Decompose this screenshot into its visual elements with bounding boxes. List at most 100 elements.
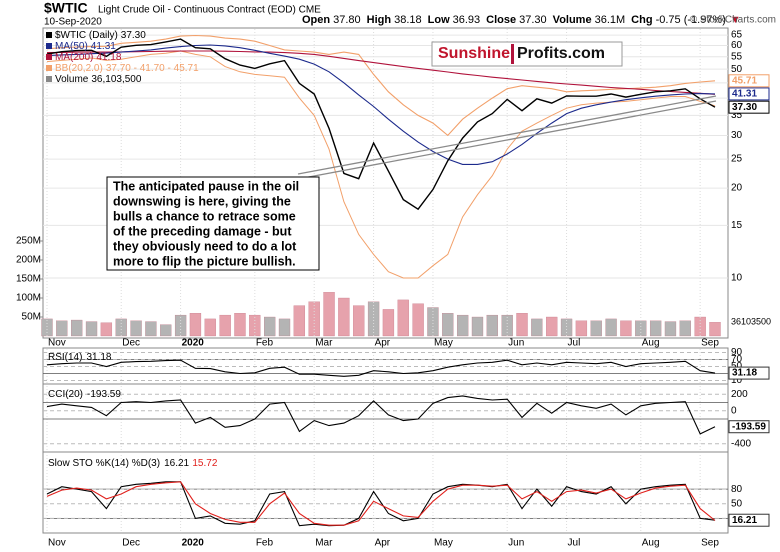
volume-bar [323,292,335,337]
y-tick-label: 20 [731,183,743,194]
panel-title: Slow STO %K(14) %D(3) [48,458,160,469]
quote-value: -0.75 (-1.97%) [656,14,726,26]
y-tick-label: 70 [731,354,743,365]
end-value-box [728,100,770,114]
y-tick-label: 65 [731,30,743,41]
legend-swatch [46,76,52,82]
y-tick-label: 30 [731,130,743,141]
price-frame [42,27,729,339]
legend-entry: $WTIC (Daily) 37.30 [55,30,146,41]
volume-bar [338,297,350,337]
annotation-line: downswing is here, giving the [113,194,291,208]
volume-bar [546,316,558,337]
x-tick-label: Nov [48,538,66,549]
volume-bar [620,320,632,337]
volume-bar [442,313,454,337]
x-tick-label: Jul [568,538,581,549]
volume-bar [41,318,53,337]
annotation-box [106,176,320,271]
y-tick-label: 10 [731,375,743,386]
legend-name: MA(50) [55,41,88,52]
y-tick-label: 50 [731,64,743,75]
legend-value: 36,103,500 [91,74,141,85]
end-value-box [728,74,770,88]
volume-bar [531,318,543,337]
legend-value: 41.18 [96,52,121,63]
y-tick-label: 90 [731,347,743,358]
volume-tick-label: 150M [16,274,41,285]
logo-bar [511,44,514,64]
volume-bar [412,303,424,337]
end-value-box [728,87,770,101]
indicator-line [46,481,716,526]
x-tick-label: 2020 [182,338,205,349]
legend-value: 37.70 - 41.70 - 45.71 [106,63,199,74]
volume-bar [278,318,291,337]
legend-swatch [46,32,52,38]
quote-label: Open [302,14,330,26]
volume-bar [353,305,365,337]
volume-bar [590,320,602,337]
panel-legend: CCI(20) -193.59 [48,389,121,400]
volume-bar [115,318,127,337]
quote-value: 36.93 [453,14,481,26]
y-tick-label: 200 [731,389,748,400]
y-tick-label: 50 [731,498,743,509]
x-tick-label: Dec [122,538,140,549]
x-tick-label: Mar [315,338,333,349]
x-tick-label: Aug [642,338,660,349]
logo-suffix: Profits.com [517,45,605,62]
indicator-line [46,359,716,377]
panel-legend-value: 15.72 [192,458,217,469]
logo: Sunshine Profits.com [431,41,623,67]
legend-name: BB(20,2.0) [55,63,103,74]
indicator-line [46,44,716,165]
legend-value: 41.31 [91,41,116,52]
end-value-label: 31.18 [732,368,757,379]
volume-tick-label: 50M [22,312,41,323]
quote-label: Volume [553,14,592,26]
volume-bar [189,313,202,337]
price-line [46,38,716,211]
legend-name: $WTIC (Daily) [55,30,118,41]
volume-bar [560,318,573,337]
indicator-line [46,34,716,137]
panel-legend: RSI(14) 31.18 [48,352,112,363]
legend-swatch [46,65,52,71]
volume-bar [219,314,231,337]
legend-name: MA(200) [55,52,93,63]
x-tick-label: May [434,338,453,349]
x-tick-label: 2020 [182,538,205,549]
x-tick-label: Jul [568,338,581,349]
trendline-upper [297,95,717,175]
logo-box [431,41,623,67]
volume-bar [71,319,83,337]
volume-bar [664,321,677,337]
end-value-label: -193.59 [732,421,766,432]
annotation-line: they obviously need to do a lot [113,239,297,253]
x-tick-label: Dec [122,338,140,349]
y-tick-label: 55 [731,51,743,62]
volume-bar [397,299,409,337]
volume-bar [264,316,276,337]
x-tick-label: Sep [701,538,719,549]
end-value-label: 16.21 [732,515,757,526]
quote-label: High [367,14,392,26]
x-tick-label: Apr [375,338,391,349]
x-tick-label: Nov [48,338,66,349]
legend-entry: Volume 36,103,500 [55,74,142,85]
change-arrow: ▼ [730,14,741,26]
volume-bar [456,314,469,337]
logo-brand: Sunshine [438,45,510,62]
y-tick-label: 35 [731,110,743,121]
annotation-line: more to flip the picture bullish. [113,254,296,268]
volume-bar [234,313,246,337]
y-tick-label: -400 [731,438,751,449]
volume-bar [486,314,498,337]
volume-bar [605,318,617,337]
copyright: © StockCharts.com [690,15,776,26]
y-tick-label: 80 [731,484,743,495]
volume-bar [516,313,528,337]
panel-legend-value: 31.18 [86,352,111,363]
indicator-line [46,481,716,527]
